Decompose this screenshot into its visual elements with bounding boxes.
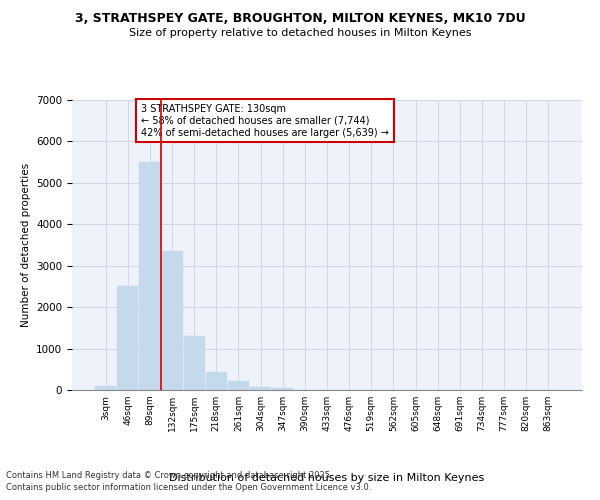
Bar bbox=[206, 372, 227, 390]
Bar bbox=[250, 386, 271, 390]
Y-axis label: Number of detached properties: Number of detached properties bbox=[20, 163, 31, 327]
Bar bbox=[184, 336, 205, 390]
Bar bbox=[161, 251, 182, 390]
Text: Contains HM Land Registry data © Crown copyright and database right 2025.: Contains HM Land Registry data © Crown c… bbox=[6, 470, 332, 480]
Text: Contains public sector information licensed under the Open Government Licence v3: Contains public sector information licen… bbox=[6, 483, 371, 492]
Text: 3 STRATHSPEY GATE: 130sqm
← 58% of detached houses are smaller (7,744)
42% of se: 3 STRATHSPEY GATE: 130sqm ← 58% of detac… bbox=[141, 104, 389, 138]
X-axis label: Distribution of detached houses by size in Milton Keynes: Distribution of detached houses by size … bbox=[169, 473, 485, 483]
Text: 3, STRATHSPEY GATE, BROUGHTON, MILTON KEYNES, MK10 7DU: 3, STRATHSPEY GATE, BROUGHTON, MILTON KE… bbox=[74, 12, 526, 26]
Bar bbox=[118, 286, 139, 390]
Bar bbox=[272, 388, 293, 390]
Text: Size of property relative to detached houses in Milton Keynes: Size of property relative to detached ho… bbox=[129, 28, 471, 38]
Bar bbox=[228, 381, 249, 390]
Bar bbox=[95, 386, 116, 390]
Bar bbox=[139, 162, 160, 390]
